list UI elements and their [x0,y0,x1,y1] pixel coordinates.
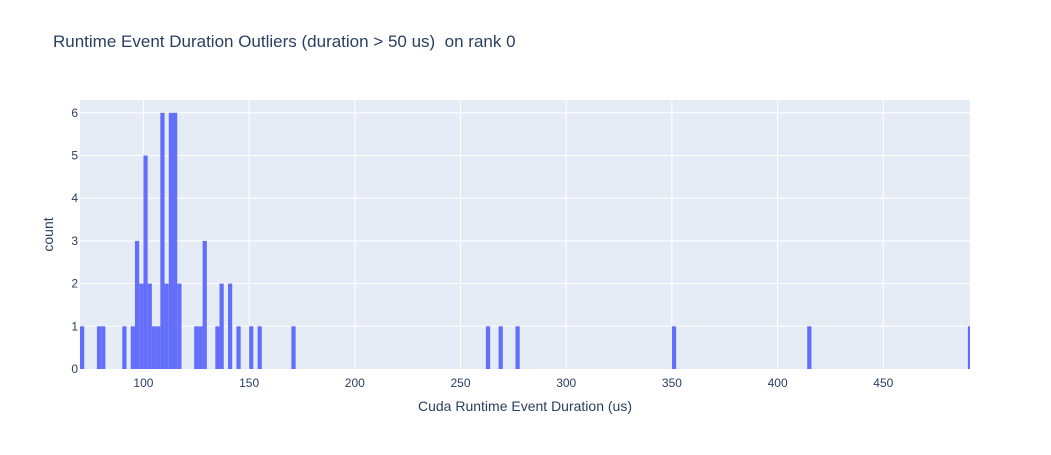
plot-area [80,100,970,369]
histogram-bar [485,326,491,369]
histogram-bar [143,155,148,369]
y-axis-title: count [40,217,56,251]
histogram-bar [257,326,262,369]
histogram-bar [101,326,106,369]
histogram-bar [177,283,182,369]
x-tick-label: 350 [662,376,682,390]
x-tick-label: 300 [556,376,576,390]
histogram-bar [122,326,127,369]
histogram-bar [173,112,178,370]
y-tick-label: 1 [71,319,78,333]
y-tick-label: 3 [71,234,78,248]
histogram-bar [139,283,144,369]
histogram-bar [671,326,677,369]
bars [80,112,970,370]
x-tick-label: 150 [239,376,259,390]
histogram-bar [156,326,161,369]
gridlines [80,100,970,369]
histogram-bar [202,240,207,369]
histogram-bar [236,326,241,369]
x-tick-label: 250 [451,376,471,390]
histogram-bar [96,326,102,369]
x-tick-label: 400 [768,376,788,390]
histogram-bar [168,112,174,370]
histogram-bar [227,283,233,369]
y-axis-ticks: 0 1 2 3 4 5 6 [71,106,78,376]
y-tick-label: 2 [71,277,78,291]
histogram-bar [291,326,296,369]
x-tick-label: 450 [873,376,893,390]
x-tick-label: 100 [133,376,153,390]
histogram-bar [249,326,254,369]
y-tick-label: 6 [71,106,78,120]
histogram-bar [164,283,169,369]
histogram-bar [147,283,152,369]
y-tick-label: 4 [71,191,78,205]
x-axis-ticks: 100 150 200 250 300 350 400 450 [133,376,893,390]
histogram-bar [807,326,812,369]
histogram-bar [80,326,85,369]
histogram-bar [215,326,220,369]
x-axis-title: Cuda Runtime Event Duration (us) [418,398,632,414]
chart-title: Runtime Event Duration Outliers (duratio… [53,32,516,51]
histogram-bar [134,240,140,369]
y-tick-label: 0 [71,362,78,376]
histogram-bar [515,326,520,369]
histogram-bar [130,326,135,369]
histogram-bar [151,326,157,369]
histogram-bar [219,283,224,369]
histogram-bar [498,326,503,369]
x-tick-label: 200 [345,376,365,390]
histogram-bar [194,326,199,369]
histogram-bar [967,326,970,369]
y-tick-label: 5 [71,149,78,163]
histogram-bar [198,326,203,369]
histogram-bar [160,112,165,370]
